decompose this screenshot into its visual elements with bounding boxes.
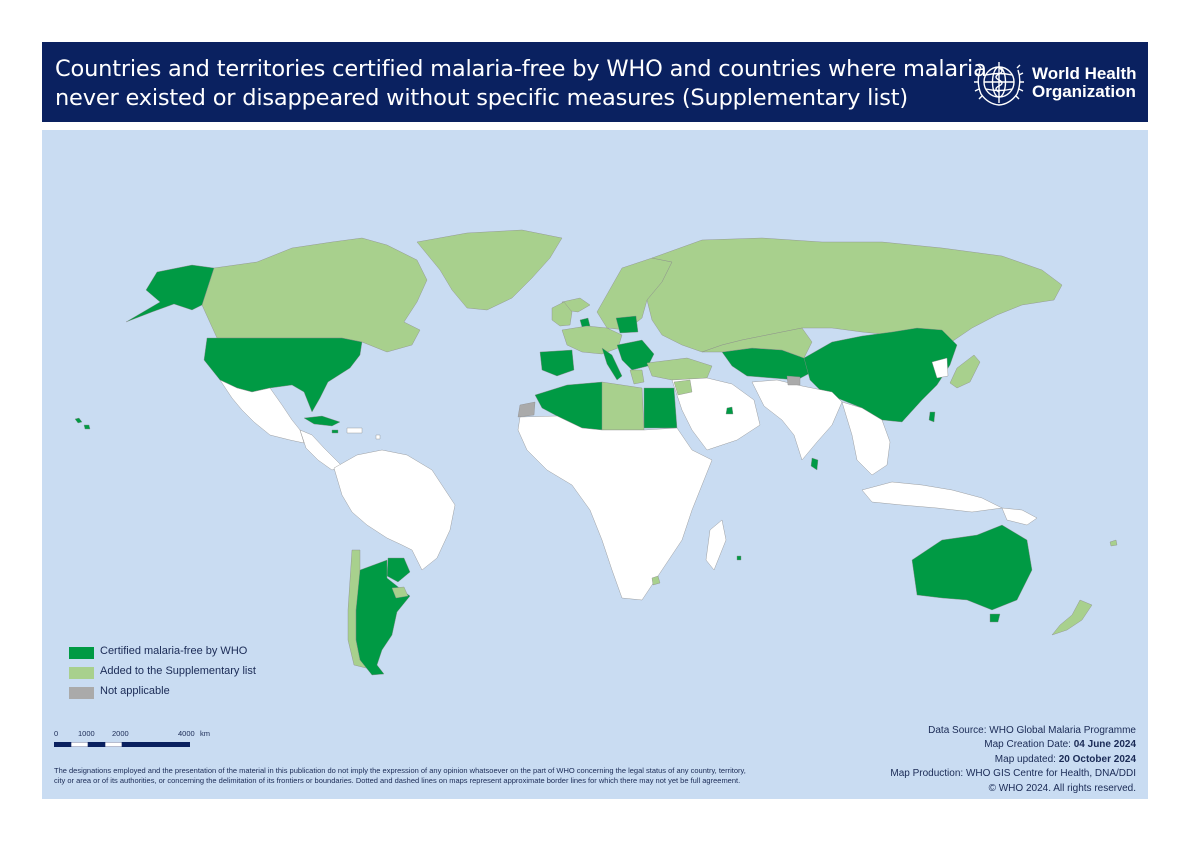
united-states (203, 337, 363, 413)
korea (931, 357, 949, 379)
map-title: Countries and territories certified mala… (55, 55, 987, 113)
australia (911, 524, 1033, 611)
copyright: © WHO 2024. All rights reserved. (988, 782, 1136, 794)
jamaica (331, 429, 339, 434)
kazakhstan-region (701, 327, 813, 359)
source-info: Data Source: WHO Global Malaria Programm… (816, 724, 1136, 796)
creation-date-label: Map Creation Date: (984, 739, 1074, 751)
madagascar (705, 519, 727, 571)
netherlands (579, 317, 591, 328)
legend-label: Not applicable (100, 685, 170, 697)
papua-new-guinea (1001, 507, 1038, 526)
who-logo: World Health Organization (972, 56, 1142, 108)
paraguay (386, 557, 411, 583)
south-asia (751, 379, 843, 461)
creation-date-value: 04 June 2024 (1073, 739, 1136, 751)
eswatini-lesotho (651, 575, 661, 586)
italy (601, 347, 623, 381)
legend-swatch (69, 647, 94, 659)
disclaimer-line-2: city or area or of its authorities, or c… (54, 776, 741, 785)
western-sahara (517, 401, 536, 418)
cuba (303, 415, 341, 427)
legend-swatch (69, 687, 94, 699)
taiwan (928, 411, 936, 423)
central-america (299, 429, 343, 471)
turkey (646, 357, 713, 381)
sub-saharan-africa (517, 415, 713, 601)
south-america-north (333, 449, 456, 571)
legend-label: Added to the Supplementary list (100, 665, 256, 677)
disclaimer-line-1: The designations employed and the presen… (54, 766, 746, 775)
indonesia (861, 481, 1003, 513)
scale-tick: 4000 (178, 729, 195, 738)
who-emblem-icon (974, 62, 1024, 106)
greenland (416, 229, 563, 311)
legend-label: Certified malaria-free by WHO (100, 645, 248, 657)
disclaimer: The designations employed and the presen… (54, 766, 874, 786)
legend-swatch (69, 667, 94, 679)
tasmania (989, 613, 1001, 623)
scale-tick: 2000 (112, 729, 129, 738)
scale-tick: 0 (54, 729, 59, 738)
kashmir (786, 375, 801, 386)
updated-date: Map updated: 20 October 2024 (816, 753, 1136, 767)
russia (646, 237, 1063, 353)
creation-date: Map Creation Date: 04 June 2024 (816, 738, 1136, 752)
mauritius (736, 555, 742, 561)
uk-ireland (551, 301, 573, 327)
who-wordmark-line-2: Organization (1032, 82, 1136, 101)
scale-unit: km (200, 729, 210, 738)
egypt (643, 387, 678, 429)
data-source: Data Source: WHO Global Malaria Programm… (928, 725, 1136, 736)
title-line-2: never existed or disappeared without spe… (55, 85, 908, 111)
new-zealand (1051, 599, 1093, 636)
title-line-1: Countries and territories certified mala… (55, 56, 987, 82)
sri-lanka (810, 457, 819, 471)
map-panel: Certified malaria-free by WHO Added to t… (42, 130, 1148, 799)
canada (201, 237, 428, 353)
updated-date-label: Map updated: (994, 753, 1059, 765)
poland (615, 315, 639, 334)
middle-east (671, 377, 761, 451)
scale-bar: 0 1000 2000 4000 km (54, 729, 224, 753)
hawaii (74, 417, 91, 430)
world-map[interactable] (42, 130, 1148, 799)
who-wordmark: World Health Organization (1032, 65, 1137, 101)
japan (949, 354, 981, 389)
spain-portugal (539, 349, 575, 377)
uae (725, 406, 734, 415)
header-bar: Countries and territories certified mala… (42, 42, 1148, 122)
alaska (125, 264, 215, 323)
scale-bar-graphic (54, 742, 190, 747)
syria-jordan (673, 379, 693, 396)
map-production: Map Production: WHO GIS Centre for Healt… (890, 768, 1136, 780)
who-wordmark-line-1: World Health (1032, 64, 1137, 83)
southeast-asia (841, 401, 891, 476)
pacific-islands (1109, 539, 1118, 547)
scale-tick: 1000 (78, 729, 95, 738)
caribbean-islands (346, 427, 381, 440)
uruguay (391, 586, 409, 599)
libya (601, 381, 645, 431)
updated-date-value: 20 October 2024 (1058, 753, 1136, 765)
greece (629, 369, 645, 385)
western-europe (561, 325, 623, 355)
